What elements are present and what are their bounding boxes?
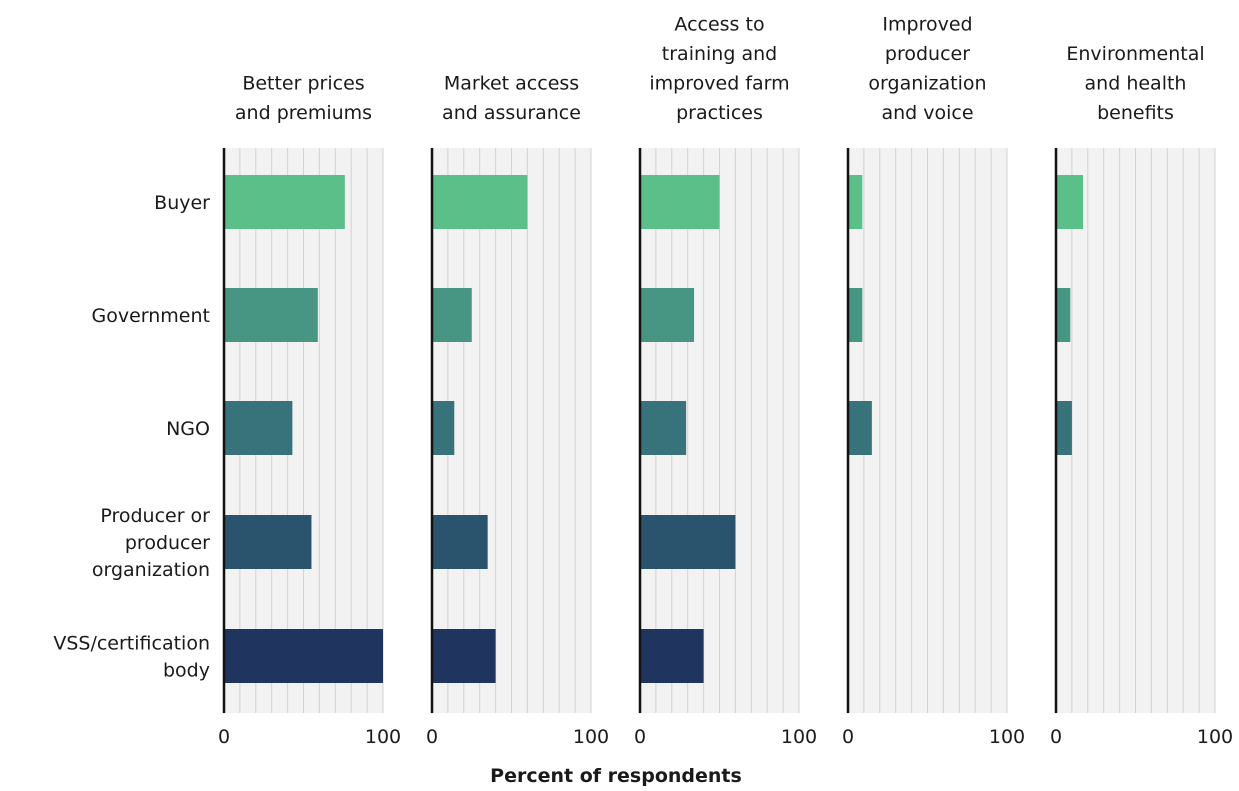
x-axis-title: Percent of respondents: [490, 765, 742, 787]
bar-panel1-cat5: [224, 629, 383, 683]
category-label: Government: [92, 305, 211, 327]
bar-panel4-cat1: [848, 175, 863, 229]
bar-panel5-cat2: [1056, 288, 1071, 342]
panel-title-line: and premiums: [235, 102, 372, 124]
bar-panel4-cat2: [848, 288, 863, 342]
panel-title-line: practices: [676, 102, 763, 124]
panel-title-line: training and: [662, 43, 777, 65]
category-label: Buyer: [154, 192, 210, 214]
panel-title-line: Access to: [674, 14, 764, 36]
bar-panel2-cat4: [432, 515, 488, 569]
x-tick-label: 0: [842, 726, 854, 748]
category-label: organization: [92, 559, 210, 581]
bar-panel3-cat2: [640, 288, 695, 342]
bar-panel1-cat2: [224, 288, 318, 342]
panel-title-line: Environmental: [1066, 43, 1204, 65]
panel-title-line: benefits: [1097, 102, 1174, 124]
x-tick-label: 0: [1050, 726, 1062, 748]
bar-panel2-cat5: [432, 629, 496, 683]
x-tick-label: 100: [781, 726, 817, 748]
x-tick-label: 0: [634, 726, 646, 748]
panel-title-line: and health: [1085, 73, 1187, 95]
category-label: NGO: [166, 418, 210, 440]
category-label: body: [163, 660, 210, 682]
bar-panel3-cat4: [640, 515, 736, 569]
panel-title-line: and voice: [881, 102, 973, 124]
bar-panel1-cat1: [224, 175, 345, 229]
panel-title-line: organization: [868, 73, 986, 95]
x-tick-label: 0: [426, 726, 438, 748]
panel-title-line: Improved: [882, 14, 972, 36]
panel-title-line: Market access: [444, 73, 579, 95]
bar-panel1-cat4: [224, 515, 312, 569]
bar-panel5-cat3: [1056, 401, 1072, 455]
bar-panel3-cat3: [640, 401, 687, 455]
bar-panel4-cat3: [848, 401, 872, 455]
panel-title-line: improved farm: [649, 73, 789, 95]
panel-title-line: producer: [885, 43, 970, 65]
bar-panel2-cat2: [432, 288, 472, 342]
x-tick-label: 100: [1197, 726, 1233, 748]
bar-panel2-cat1: [432, 175, 528, 229]
category-label: Producer or: [100, 505, 210, 527]
x-tick-label: 100: [365, 726, 401, 748]
panel-title-line: and assurance: [442, 102, 581, 124]
category-label: VSS/certification: [53, 633, 210, 655]
x-tick-label: 100: [989, 726, 1025, 748]
bar-panel3-cat5: [640, 629, 704, 683]
bar-panel1-cat3: [224, 401, 293, 455]
bar-panel3-cat1: [640, 175, 720, 229]
bar-panel2-cat3: [432, 401, 455, 455]
x-tick-label: 100: [573, 726, 609, 748]
category-label: producer: [125, 532, 210, 554]
bar-panel5-cat1: [1056, 175, 1084, 229]
x-tick-label: 0: [218, 726, 230, 748]
panel-title-line: Better prices: [242, 73, 364, 95]
